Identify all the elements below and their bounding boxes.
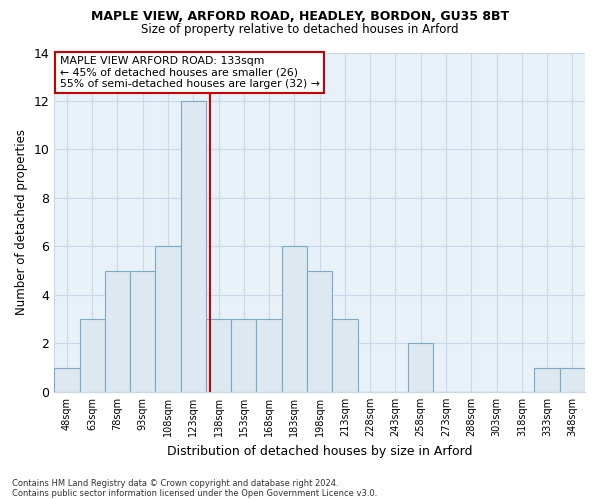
Bar: [181, 101, 206, 392]
Text: MAPLE VIEW ARFORD ROAD: 133sqm
← 45% of detached houses are smaller (26)
55% of : MAPLE VIEW ARFORD ROAD: 133sqm ← 45% of …: [59, 56, 319, 89]
Text: Size of property relative to detached houses in Arford: Size of property relative to detached ho…: [141, 22, 459, 36]
Text: MAPLE VIEW, ARFORD ROAD, HEADLEY, BORDON, GU35 8BT: MAPLE VIEW, ARFORD ROAD, HEADLEY, BORDON…: [91, 10, 509, 23]
Text: Contains public sector information licensed under the Open Government Licence v3: Contains public sector information licen…: [12, 488, 377, 498]
Bar: [206, 319, 231, 392]
Bar: [408, 344, 433, 392]
Bar: [332, 319, 358, 392]
Bar: [130, 270, 155, 392]
Bar: [282, 246, 307, 392]
Bar: [560, 368, 585, 392]
Bar: [80, 319, 105, 392]
Text: Contains HM Land Registry data © Crown copyright and database right 2024.: Contains HM Land Registry data © Crown c…: [12, 478, 338, 488]
Bar: [231, 319, 256, 392]
Bar: [256, 319, 282, 392]
Bar: [307, 270, 332, 392]
Bar: [54, 368, 80, 392]
Bar: [105, 270, 130, 392]
Y-axis label: Number of detached properties: Number of detached properties: [15, 129, 28, 315]
X-axis label: Distribution of detached houses by size in Arford: Distribution of detached houses by size …: [167, 444, 472, 458]
Bar: [155, 246, 181, 392]
Bar: [535, 368, 560, 392]
